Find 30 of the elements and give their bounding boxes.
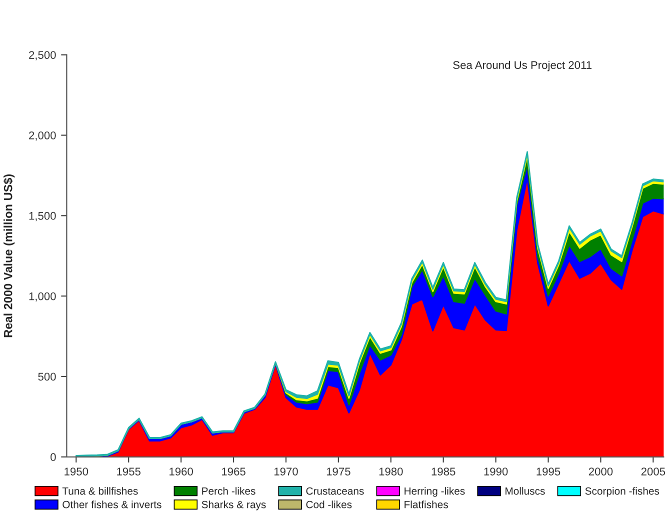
x-tick-label: 1995 <box>536 468 560 476</box>
y-tick-label: 2,500 <box>29 51 56 60</box>
x-tick-label: 1985 <box>432 468 456 476</box>
legend-label: Perch -likes <box>202 487 256 495</box>
legend-label: Cod -likes <box>306 500 352 508</box>
x-tick-label: 1970 <box>274 468 298 476</box>
y-tick-label: 2,000 <box>29 131 56 141</box>
x-tick-label: 1960 <box>170 468 193 476</box>
x-tick-label: 1980 <box>379 468 403 476</box>
x-tick-label: 1950 <box>64 468 88 476</box>
legend-label: Tuna & billfishes <box>62 487 138 495</box>
x-tick-label: 1955 <box>117 468 140 476</box>
legend-label: Sharks & rays <box>202 500 266 510</box>
y-tick-label: 1,500 <box>29 212 56 222</box>
x-tick-label: 2000 <box>588 468 613 476</box>
legend-label: Scorpion -fishes <box>585 487 660 497</box>
x-tick-label: 1990 <box>484 468 508 476</box>
legend-label: Other fishes & inverts <box>62 500 162 508</box>
x-tick-label: 1965 <box>222 468 246 476</box>
annotation: Sea Around Us Project 2011 <box>453 60 592 72</box>
y-tick-label: 500 <box>38 372 56 381</box>
legend-label: Herring -likes <box>404 487 465 497</box>
legend-label: Crustaceans <box>306 487 364 495</box>
x-tick-label: 1975 <box>326 468 350 476</box>
legend-label: Flatfishes <box>404 500 448 508</box>
x-tick-label: 2005 <box>641 468 666 476</box>
y-axis-title: Real 2000 Value (million US$) <box>3 174 15 338</box>
y-tick-label: 0 <box>50 453 56 462</box>
legend-label: Molluscs <box>506 487 545 495</box>
y-tick-label: 1,000 <box>29 292 56 302</box>
